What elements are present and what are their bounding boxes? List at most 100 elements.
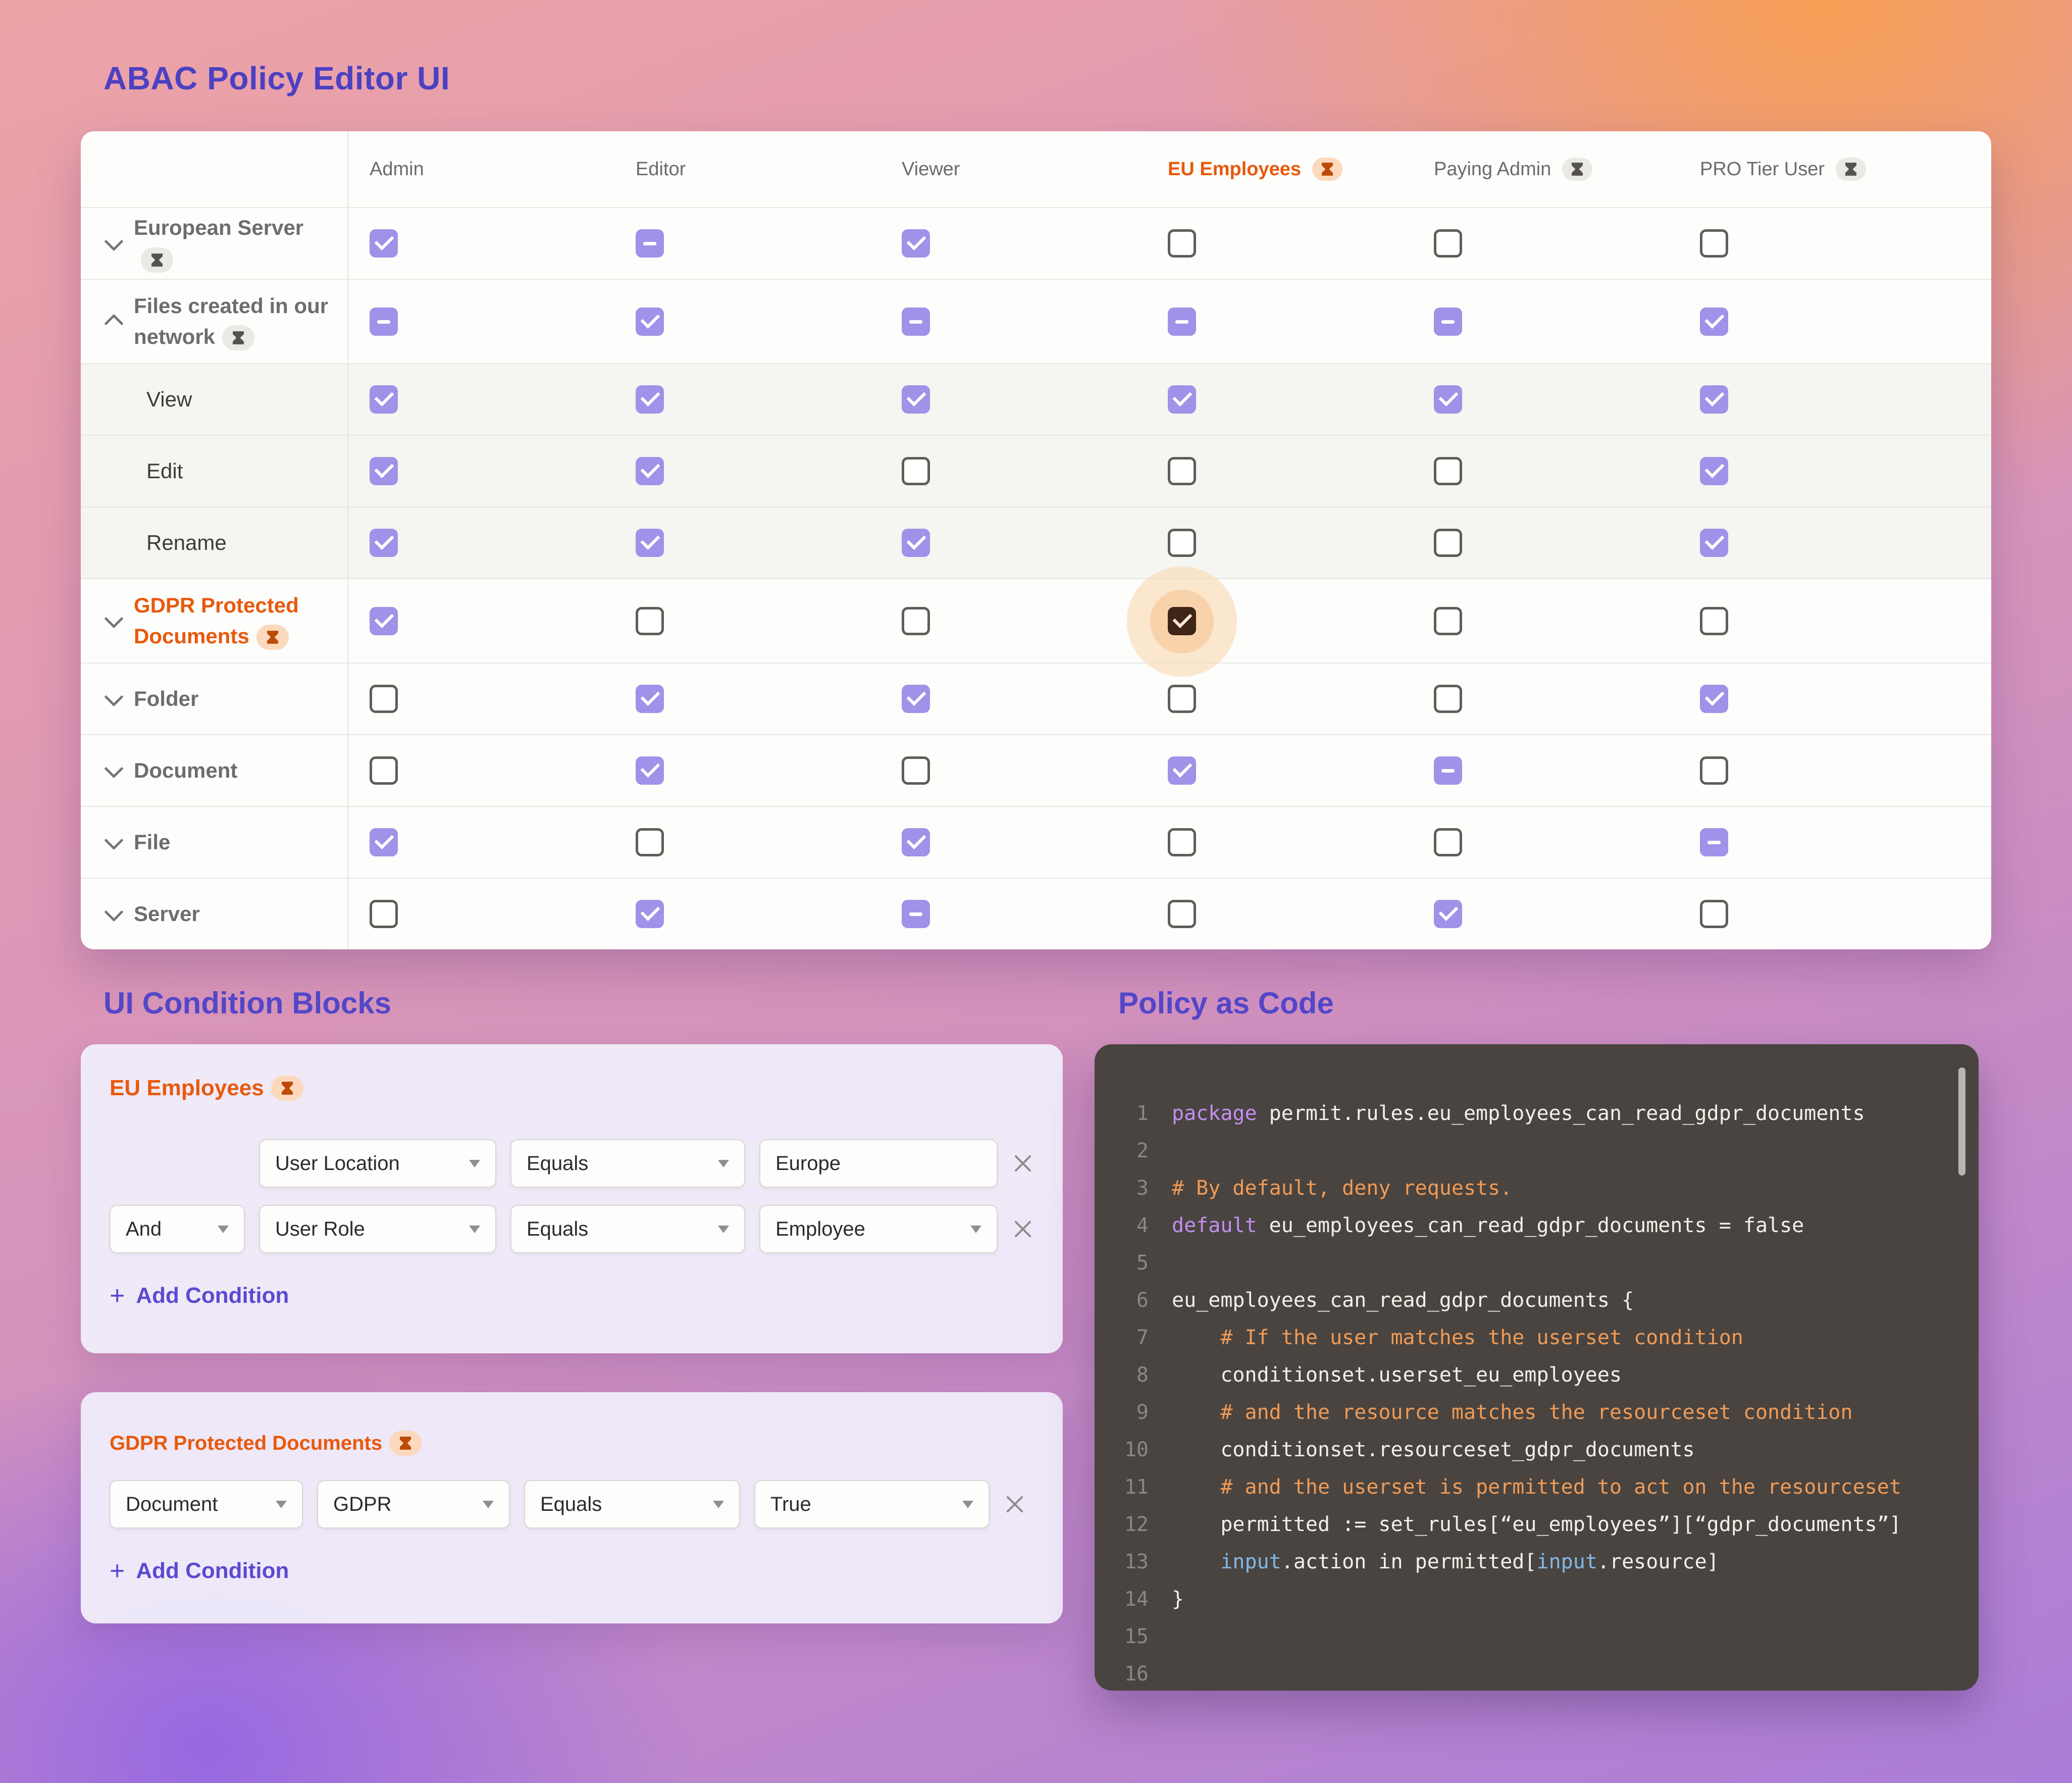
- permission-cell[interactable]: [1413, 735, 1679, 806]
- checkbox[interactable]: [1434, 606, 1462, 635]
- remove-condition-button[interactable]: [1012, 1152, 1034, 1175]
- permission-cell[interactable]: [348, 280, 614, 363]
- checkbox[interactable]: [1168, 900, 1196, 928]
- checkbox[interactable]: [370, 457, 398, 485]
- checkbox[interactable]: [370, 756, 398, 785]
- checkbox[interactable]: [902, 685, 930, 713]
- permission-cell[interactable]: [880, 879, 1147, 949]
- checkbox[interactable]: [1168, 606, 1196, 635]
- permission-cell[interactable]: [348, 507, 614, 578]
- permission-cell[interactable]: [880, 280, 1147, 363]
- checkbox[interactable]: [1434, 229, 1462, 258]
- permission-cell[interactable]: [348, 879, 614, 949]
- logic-select[interactable]: And: [110, 1205, 245, 1253]
- checkbox[interactable]: [636, 685, 664, 713]
- permission-cell[interactable]: [880, 364, 1147, 435]
- checkbox[interactable]: [636, 229, 664, 258]
- permission-cell[interactable]: [1679, 507, 1945, 578]
- permission-cell[interactable]: [1413, 579, 1679, 663]
- chevron-down-icon[interactable]: [104, 902, 124, 922]
- checkbox[interactable]: [1700, 457, 1728, 485]
- chevron-down-icon[interactable]: [104, 687, 124, 706]
- checkbox[interactable]: [636, 828, 664, 856]
- permission-cell[interactable]: [1413, 208, 1679, 279]
- value-select[interactable]: Employee: [759, 1205, 998, 1253]
- checkbox[interactable]: [370, 900, 398, 928]
- permission-cell[interactable]: [348, 436, 614, 506]
- permission-cell[interactable]: [614, 735, 880, 806]
- operator-select[interactable]: Equals: [510, 1205, 745, 1253]
- checkbox[interactable]: [1700, 385, 1728, 414]
- permission-cell[interactable]: [614, 436, 880, 506]
- attribute-select[interactable]: User Role: [259, 1205, 496, 1253]
- permission-cell[interactable]: [348, 735, 614, 806]
- checkbox[interactable]: [902, 307, 930, 336]
- checkbox[interactable]: [636, 457, 664, 485]
- remove-condition-button[interactable]: [1012, 1218, 1034, 1240]
- value-select[interactable]: True: [754, 1480, 990, 1529]
- permission-cell[interactable]: [1147, 807, 1413, 878]
- permission-cell[interactable]: [614, 208, 880, 279]
- checkbox[interactable]: [370, 685, 398, 713]
- checkbox[interactable]: [1700, 685, 1728, 713]
- permission-cell[interactable]: [614, 280, 880, 363]
- value-input[interactable]: Europe: [759, 1139, 998, 1188]
- permission-cell[interactable]: [614, 807, 880, 878]
- checkbox[interactable]: [902, 529, 930, 557]
- permission-cell[interactable]: [880, 579, 1147, 663]
- chevron-down-icon[interactable]: [104, 609, 124, 629]
- chevron-up-icon[interactable]: [104, 314, 124, 333]
- checkbox[interactable]: [1434, 685, 1462, 713]
- checkbox[interactable]: [370, 307, 398, 336]
- permission-cell[interactable]: [1679, 280, 1945, 363]
- permission-cell[interactable]: [614, 664, 880, 734]
- checkbox[interactable]: [1434, 756, 1462, 785]
- operator-select[interactable]: Equals: [524, 1480, 740, 1529]
- checkbox[interactable]: [370, 529, 398, 557]
- checkbox[interactable]: [1700, 900, 1728, 928]
- permission-cell[interactable]: [1413, 280, 1679, 363]
- attribute-select[interactable]: GDPR: [317, 1480, 510, 1529]
- checkbox[interactable]: [370, 828, 398, 856]
- permission-cell[interactable]: [348, 664, 614, 734]
- checkbox[interactable]: [1434, 385, 1462, 414]
- checkbox[interactable]: [370, 606, 398, 635]
- permission-cell[interactable]: [614, 579, 880, 663]
- checkbox[interactable]: [1168, 385, 1196, 414]
- permission-cell[interactable]: [1679, 879, 1945, 949]
- checkbox[interactable]: [1168, 457, 1196, 485]
- checkbox[interactable]: [1168, 685, 1196, 713]
- permission-cell[interactable]: [614, 879, 880, 949]
- checkbox[interactable]: [1700, 828, 1728, 856]
- checkbox[interactable]: [902, 606, 930, 635]
- permission-cell[interactable]: [1413, 364, 1679, 435]
- permission-cell[interactable]: [614, 364, 880, 435]
- checkbox[interactable]: [636, 385, 664, 414]
- checkbox[interactable]: [370, 229, 398, 258]
- checkbox[interactable]: [902, 756, 930, 785]
- permission-cell[interactable]: [1679, 436, 1945, 506]
- checkbox[interactable]: [1434, 900, 1462, 928]
- checkbox[interactable]: [1168, 529, 1196, 557]
- permission-cell[interactable]: [1679, 807, 1945, 878]
- permission-cell[interactable]: [1413, 807, 1679, 878]
- permission-cell[interactable]: [1147, 280, 1413, 363]
- permission-cell[interactable]: [1147, 879, 1413, 949]
- checkbox[interactable]: [902, 229, 930, 258]
- permission-cell[interactable]: [1679, 364, 1945, 435]
- permission-cell[interactable]: [1147, 208, 1413, 279]
- checkbox[interactable]: [636, 606, 664, 635]
- checkbox[interactable]: [636, 900, 664, 928]
- operator-select[interactable]: Equals: [510, 1139, 745, 1188]
- checkbox[interactable]: [1168, 229, 1196, 258]
- resource-select[interactable]: Document: [110, 1480, 303, 1529]
- checkbox[interactable]: [1700, 229, 1728, 258]
- checkbox[interactable]: [1700, 606, 1728, 635]
- permission-cell[interactable]: [348, 579, 614, 663]
- permission-cell[interactable]: [880, 735, 1147, 806]
- checkbox[interactable]: [902, 900, 930, 928]
- checkbox[interactable]: [1434, 457, 1462, 485]
- permission-cell[interactable]: [1147, 364, 1413, 435]
- permission-cell[interactable]: [348, 208, 614, 279]
- checkbox[interactable]: [902, 457, 930, 485]
